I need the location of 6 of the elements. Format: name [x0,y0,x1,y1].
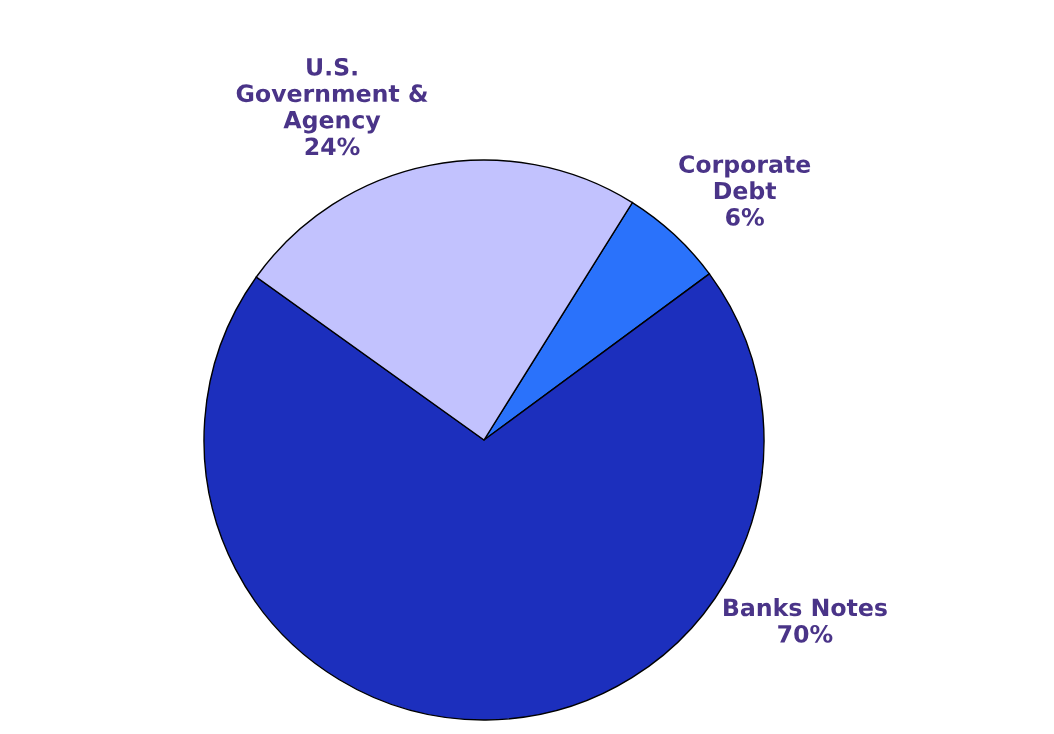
slice-label: U.S. Government & Agency [236,57,428,134]
data-label: 70% [778,624,833,643]
data-label: 6% [726,208,764,226]
slice-label: Banks Notes [724,598,887,617]
data-label: 24% [305,137,360,156]
slice-label: Corporate Debt [679,155,811,200]
